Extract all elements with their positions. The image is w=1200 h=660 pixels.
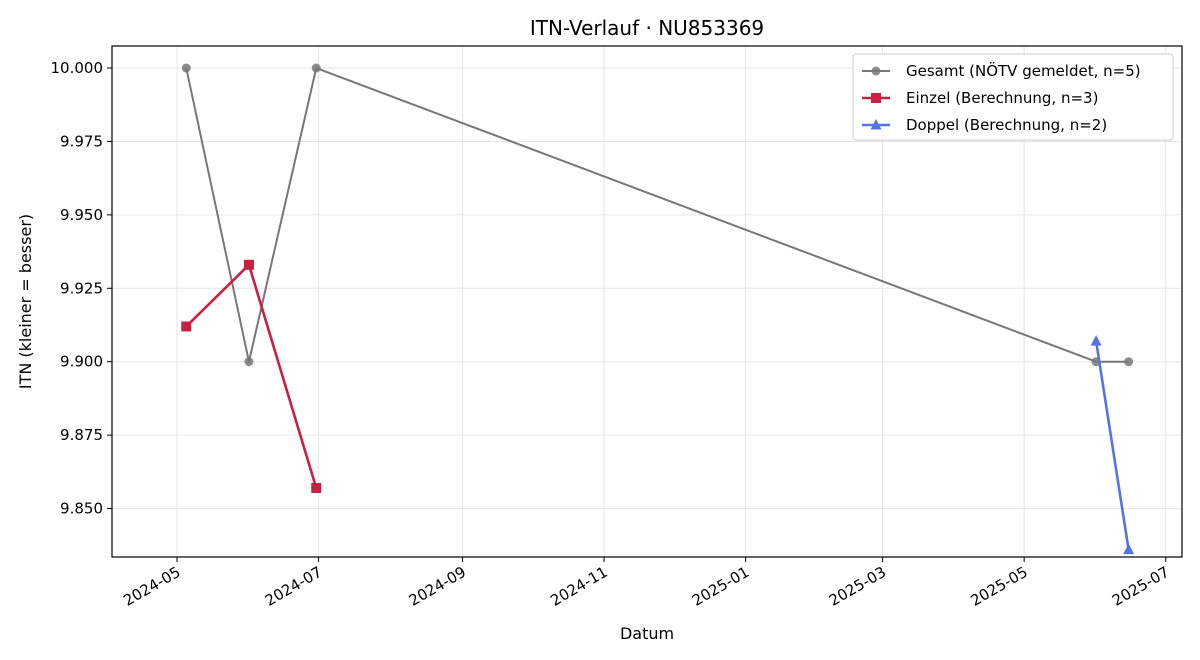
series-line [1094, 340, 1130, 550]
data-point [181, 321, 192, 332]
x-tick-label: 2024-05 [120, 563, 183, 610]
x-tick-label: 2025-01 [689, 563, 752, 610]
legend: Gesamt (NÖTV gemeldet, n=5) Einzel (Berec… [852, 53, 1174, 141]
y-tick-label: 9.950 [60, 206, 103, 224]
y-tick-label: 9.875 [60, 426, 103, 444]
y-axis: 10.000 9.975 9.950 9.925 9.900 9.875 9.850 [51, 59, 112, 518]
x-tick-label: 2025-07 [1109, 563, 1172, 610]
x-tick-label: 2025-05 [967, 563, 1030, 610]
legend-marker [871, 66, 881, 76]
y-tick-label: 9.850 [60, 500, 103, 518]
x-axis-label: Datum [620, 624, 674, 643]
legend-item: Doppel (Berechnung, n=2) [862, 116, 1107, 134]
series-line [185, 263, 318, 489]
plot-frame [111, 45, 1183, 558]
legend-marker [870, 119, 882, 130]
series-2 [1090, 335, 1135, 555]
y-tick-label: 9.900 [60, 353, 103, 371]
legend-label: Doppel (Berechnung, n=2) [906, 116, 1107, 134]
data-point [181, 63, 191, 73]
x-axis: 2024-05 2024-07 2024-09 2024-11 2025-01 2025-… [120, 557, 1172, 610]
data-point [311, 482, 322, 493]
data-point [311, 63, 321, 73]
data-point [244, 357, 254, 367]
data-point [1123, 543, 1135, 555]
legend-box [852, 53, 1174, 141]
data-point [1090, 335, 1102, 346]
x-tick-label: 2025-03 [826, 563, 889, 610]
legend-label: Einzel (Berechnung, n=3) [906, 89, 1098, 107]
y-tick-label: 10.000 [51, 59, 104, 77]
y-axis-label: ITN (kleiner = besser) [16, 214, 35, 389]
data-point [1124, 357, 1134, 367]
series-layer [181, 63, 1135, 555]
legend-marker [871, 93, 881, 103]
legend-item: Einzel (Berechnung, n=3) [862, 89, 1098, 107]
data-point [243, 259, 254, 270]
legend-item: Gesamt (NÖTV gemeldet, n=5) [862, 61, 1141, 80]
y-tick-label: 9.975 [60, 132, 103, 150]
legend-label: Gesamt (NÖTV gemeldet, n=5) [906, 61, 1141, 80]
y-tick-label: 9.925 [60, 279, 103, 297]
x-tick-label: 2024-11 [547, 563, 610, 610]
x-tick-label: 2024-07 [262, 563, 325, 610]
x-tick-label: 2024-09 [406, 563, 469, 610]
series-1 [181, 259, 322, 493]
chart-title: ITN-Verlauf · NU853369 [530, 16, 764, 40]
